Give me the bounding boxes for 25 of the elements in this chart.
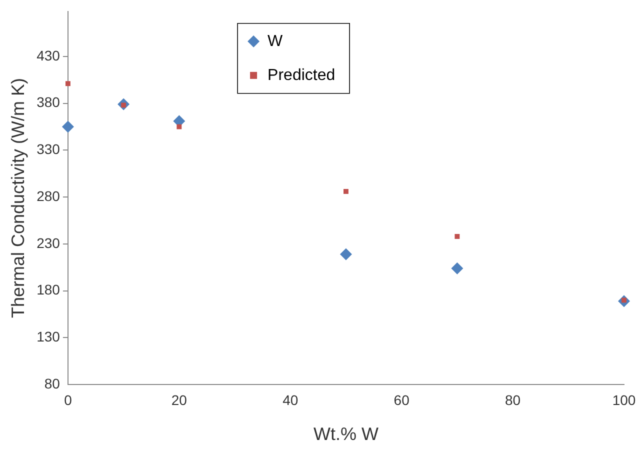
y-tick-label: 430 [36, 47, 60, 64]
y-tick-label: 130 [36, 328, 60, 345]
point [451, 262, 464, 274]
point [65, 81, 70, 86]
y-tick-label: 180 [36, 282, 60, 298]
y-tick-label: 380 [36, 94, 60, 110]
point [340, 248, 352, 260]
point [176, 124, 182, 130]
x-tick-label: 80 [505, 392, 521, 408]
y-tick-label: 280 [36, 188, 60, 204]
x-tick-label: 40 [282, 392, 298, 408]
x-tick-label: 0 [64, 392, 72, 408]
x-tick-label: 60 [394, 392, 410, 408]
x-axis-title: Wt.% W [313, 424, 378, 444]
y-tick-label: 230 [36, 234, 60, 251]
y-tick-label: 80 [44, 375, 60, 392]
legend-label: Predicted [268, 66, 336, 84]
x-tick-label: 20 [171, 392, 188, 408]
point [62, 120, 74, 133]
legend-label: W [268, 32, 284, 50]
y-tick-label: 330 [36, 141, 60, 158]
point [344, 188, 348, 194]
x-tick-label: 100 [612, 392, 636, 408]
point [454, 234, 460, 239]
y-axis-title: Thermal Conductivity (W/m K) [8, 78, 28, 318]
